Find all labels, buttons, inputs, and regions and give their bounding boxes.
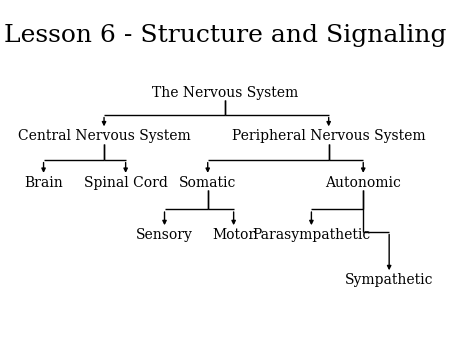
Text: Sensory: Sensory <box>136 228 193 242</box>
Text: Autonomic: Autonomic <box>325 176 401 190</box>
Text: Central Nervous System: Central Nervous System <box>18 129 190 144</box>
Text: Sympathetic: Sympathetic <box>345 273 433 287</box>
Text: Lesson 6 - Structure and Signaling: Lesson 6 - Structure and Signaling <box>4 24 446 47</box>
Text: Brain: Brain <box>24 176 63 190</box>
Text: Spinal Cord: Spinal Cord <box>84 176 167 190</box>
Text: Peripheral Nervous System: Peripheral Nervous System <box>232 129 426 144</box>
Text: The Nervous System: The Nervous System <box>152 86 298 100</box>
Text: Motor: Motor <box>212 228 255 242</box>
Text: Parasympathetic: Parasympathetic <box>252 228 370 242</box>
Text: Somatic: Somatic <box>179 176 236 190</box>
